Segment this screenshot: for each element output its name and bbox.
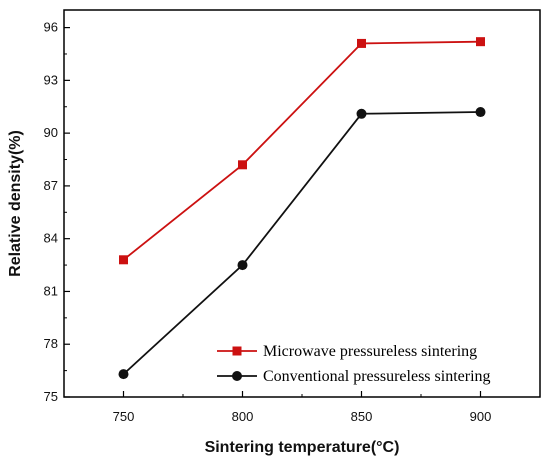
- data-point-circle: [356, 108, 367, 119]
- y-tick-label: 93: [44, 72, 58, 87]
- series-line-2: [122, 111, 481, 375]
- y-axis-title: Relative density(%): [7, 130, 24, 277]
- data-point-circle: [118, 369, 129, 380]
- x-tick-label: 850: [351, 409, 373, 424]
- y-tick-label: 90: [44, 125, 58, 140]
- legend-marker-square: [232, 346, 242, 356]
- legend-label-1: Microwave pressureless sintering: [263, 343, 477, 360]
- y-tick-label: 84: [44, 231, 58, 246]
- x-tick-label: 900: [470, 409, 492, 424]
- y-tick-label: 96: [44, 20, 58, 35]
- y-tick-label: 75: [44, 389, 58, 404]
- data-point-square: [119, 255, 128, 265]
- plot-area-frame: [63, 9, 541, 398]
- data-point-square: [357, 38, 366, 48]
- y-tick-label: 81: [44, 283, 58, 298]
- data-point-square: [238, 160, 247, 170]
- data-point-circle: [237, 260, 248, 271]
- x-axis-title: Sintering temperature(°C): [205, 439, 400, 456]
- x-tick-label: 800: [232, 409, 254, 424]
- series-line-1: [122, 40, 481, 261]
- legend-label-2: Conventional pressureless sintering: [263, 368, 491, 385]
- x-tick-label: 750: [113, 409, 135, 424]
- data-point-square: [476, 37, 485, 47]
- legend-marker-circle: [232, 371, 242, 381]
- y-tick-label: 78: [44, 336, 58, 351]
- y-tick-label: 87: [44, 178, 58, 193]
- data-point-circle: [475, 107, 486, 118]
